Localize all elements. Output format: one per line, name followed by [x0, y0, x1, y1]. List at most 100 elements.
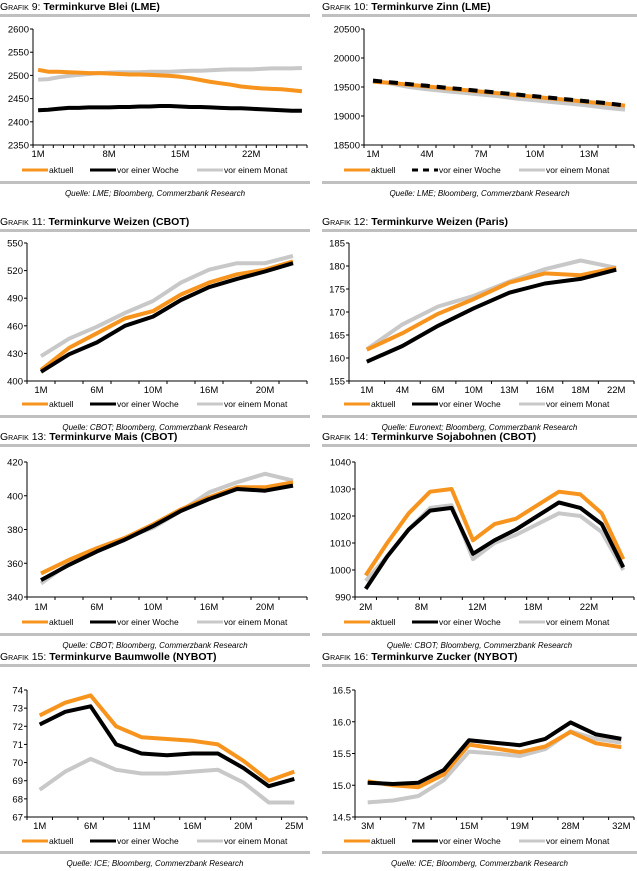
y-tick-label: 16.0 — [333, 717, 352, 728]
x-tick-label: 10M — [526, 149, 545, 160]
source-separator — [322, 851, 637, 854]
legend-label-monat: vor einem Monat — [546, 399, 610, 409]
x-tick-label: 4M — [396, 385, 409, 396]
series-line-vor-einer-woche — [366, 503, 624, 589]
x-tick-label: 7M — [474, 149, 487, 160]
legend-label-aktuell: aktuell — [49, 165, 74, 175]
chart-panel: Grafik 14: Terminkurve Sojabohnen (CBOT)… — [322, 430, 637, 653]
y-tick-label: 175 — [329, 285, 345, 296]
x-tick-label: 8M — [415, 602, 428, 613]
y-tick-label: 380 — [7, 525, 23, 536]
x-tick-label: 3M — [361, 821, 374, 832]
series-line-vor-einer-woche — [38, 106, 302, 111]
source-separator — [322, 181, 637, 184]
chart-source: Quelle: LME; Bloomberg, Commerzbank Rese… — [322, 189, 637, 198]
x-tick-label: 11M — [133, 821, 151, 832]
y-tick-label: 170 — [329, 308, 345, 319]
x-tick-label: 1M — [366, 149, 379, 160]
y-tick-label: 1020 — [330, 512, 351, 523]
y-tick-label: 67 — [12, 813, 23, 824]
x-tick-label: 1M — [34, 602, 47, 613]
x-tick-label: 7M — [412, 821, 425, 832]
chart-source: Quelle: CBOT; Bloomberg, Commerzbank Res… — [0, 641, 310, 650]
y-tick-label: 15.0 — [333, 781, 352, 792]
x-tick-label: 10M — [464, 385, 483, 396]
legend-label-aktuell: aktuell — [371, 399, 396, 409]
source-separator — [322, 633, 637, 636]
x-tick-label: 13M — [500, 385, 519, 396]
x-tick-label: 16M — [200, 602, 219, 613]
legend-label-woche: vor einer Woche — [117, 165, 179, 175]
legend-label-aktuell: aktuell — [371, 836, 396, 846]
y-tick-label: 550 — [7, 239, 23, 250]
y-tick-label: 180 — [329, 262, 345, 273]
y-tick-label: 400 — [7, 377, 23, 388]
x-tick-label: 6M — [84, 821, 97, 832]
legend-label-aktuell: aktuell — [49, 399, 74, 409]
y-tick-label: 69 — [12, 776, 23, 787]
y-tick-label: 2350 — [8, 141, 29, 152]
legend-label-monat: vor einem Monat — [224, 836, 288, 846]
y-tick-label: 1040 — [330, 458, 351, 469]
y-tick-label: 2550 — [8, 48, 29, 59]
y-tick-label: 20500 — [334, 25, 360, 36]
chart-source: Quelle: ICE; Bloomberg, Commerzbank Rese… — [322, 859, 637, 868]
x-tick-label: 22M — [607, 385, 626, 396]
y-tick-label: 490 — [7, 294, 23, 305]
x-tick-label: 1M — [360, 385, 373, 396]
y-tick-label: 72 — [12, 722, 23, 733]
x-tick-label: 25M — [285, 821, 304, 832]
x-tick-label: 22M — [580, 602, 599, 613]
legend-label-woche: vor einer Woche — [439, 399, 501, 409]
series-line-vor-einer-woche — [41, 263, 293, 372]
legend-label-monat: vor einem Monat — [546, 165, 610, 175]
x-tick-label: 15M — [460, 821, 479, 832]
x-tick-label: 18M — [524, 602, 543, 613]
legend-label-aktuell: aktuell — [371, 617, 396, 627]
y-tick-label: 990 — [335, 593, 351, 604]
series-line-vor-einer-woche — [41, 486, 293, 580]
chart-panel: Grafik 16: Terminkurve Zucker (NYBOT)16.… — [322, 650, 637, 871]
y-tick-label: 2450 — [8, 94, 29, 105]
x-tick-label: 28M — [561, 821, 580, 832]
chart-panel: Grafik 12: Terminkurve Weizen (Paris)185… — [322, 215, 637, 435]
legend-label-aktuell: aktuell — [371, 165, 396, 175]
legend-label-woche: vor einer Woche — [117, 836, 179, 846]
x-tick-label: 18M — [571, 385, 590, 396]
y-tick-label: 185 — [329, 239, 345, 250]
y-tick-label: 73 — [12, 704, 23, 715]
y-tick-label: 2600 — [8, 25, 29, 36]
x-tick-label: 2M — [359, 602, 372, 613]
x-tick-label: 6M — [90, 602, 103, 613]
x-tick-label: 1M — [33, 821, 46, 832]
y-tick-label: 16.5 — [333, 686, 352, 697]
legend-label-monat: vor einem Monat — [546, 617, 610, 627]
y-tick-label: 2400 — [8, 117, 29, 128]
x-tick-label: 20M — [256, 602, 275, 613]
x-tick-label: 8M — [103, 149, 116, 160]
x-tick-label: 6M — [90, 385, 103, 396]
legend-label-monat: vor einem Monat — [546, 836, 610, 846]
legend-label-woche: vor einer Woche — [117, 617, 179, 627]
y-tick-label: 19500 — [334, 83, 360, 94]
x-tick-label: 20M — [256, 385, 275, 396]
legend-label-aktuell: aktuell — [49, 836, 74, 846]
y-tick-label: 70 — [12, 758, 23, 769]
y-tick-label: 15.5 — [333, 749, 352, 760]
y-tick-label: 14.5 — [333, 813, 352, 824]
x-tick-label: 10M — [144, 602, 163, 613]
series-line-vor-einem-monat — [40, 759, 295, 803]
y-tick-label: 68 — [12, 794, 23, 805]
y-tick-label: 1000 — [330, 566, 351, 577]
legend-label-woche: vor einer Woche — [117, 399, 179, 409]
x-tick-label: 20M — [234, 821, 253, 832]
